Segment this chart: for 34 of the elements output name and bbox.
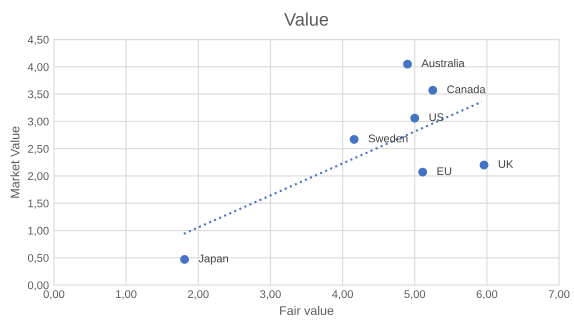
y-axis-title: Market Value	[10, 126, 20, 198]
x-tick-label: 7,00	[548, 290, 570, 300]
x-tick-label: 1,00	[116, 290, 136, 300]
y-tick-label: 1,00	[28, 226, 49, 236]
point	[418, 168, 428, 177]
x-tick-label: 6,00	[476, 290, 498, 300]
x-tick-label: 3,00	[260, 290, 281, 300]
y-tick-label: 0,50	[28, 254, 49, 264]
x-tick-label: 4,00	[332, 290, 353, 300]
annotation: US	[430, 113, 444, 122]
point	[403, 60, 412, 68]
annotation: EU	[437, 167, 452, 176]
y-tick-label: 3,00	[28, 118, 49, 127]
x-tick-label: 0,00	[44, 290, 64, 300]
chart-title: Value	[284, 12, 328, 26]
y-tick-label: 3,50	[28, 90, 49, 100]
y-tick-label: 4,50	[28, 36, 49, 45]
y-tick-label: 2,00	[28, 172, 49, 182]
y-tick-label: 0,00	[28, 281, 49, 291]
annotation: UK	[498, 160, 514, 168]
y-tick-label: 4,00	[28, 63, 49, 72]
x-tick-label: 2,00	[188, 290, 209, 300]
x-tick-label: 5,00	[404, 290, 426, 300]
point	[480, 160, 488, 170]
point	[410, 114, 420, 122]
y-tick-label: 2,50	[28, 144, 49, 154]
annotation: Australia	[421, 58, 465, 68]
annotation: Canada	[447, 85, 486, 94]
point	[428, 86, 438, 95]
x-axis-title: Fair value	[280, 306, 334, 316]
point	[350, 134, 359, 144]
y-tick-label: 1,50	[28, 200, 49, 209]
point	[180, 255, 189, 264]
annotation: Japan	[198, 254, 228, 265]
